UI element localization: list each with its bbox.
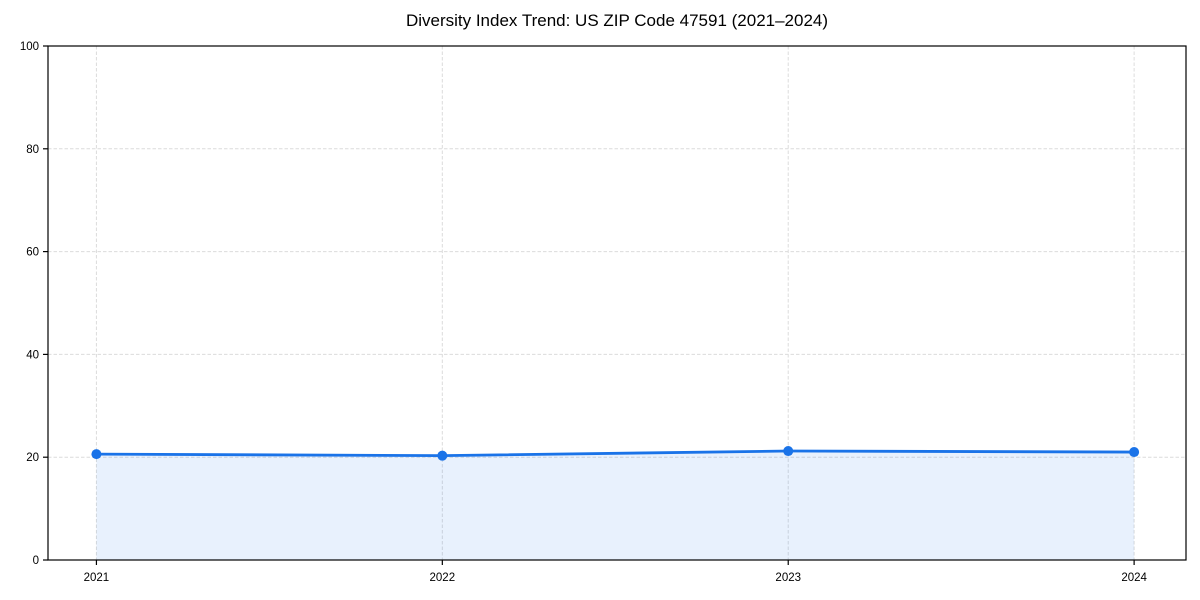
trend-line xyxy=(95,449,1136,458)
y-tick-label: 100 xyxy=(20,41,39,53)
plot-area: 0 20 40 60 80 100 2021 2022 2023 2024 xyxy=(20,41,1187,584)
data-point-marker xyxy=(1129,447,1140,458)
y-tick-label: 40 xyxy=(26,349,39,361)
data-point-marker xyxy=(437,450,448,461)
x-tick-label: 2021 xyxy=(84,572,110,584)
chart-title: Diversity Index Trend: US ZIP Code 47591… xyxy=(405,11,829,30)
x-tick-label: 2024 xyxy=(1121,572,1147,584)
data-point-marker xyxy=(783,446,794,457)
data-point-marker xyxy=(91,449,102,460)
plot-border xyxy=(47,45,1187,561)
x-tick-label: 2023 xyxy=(775,572,801,584)
area-fill xyxy=(96,451,1135,560)
y-tick-label: 20 xyxy=(26,452,39,464)
y-tick-label: 60 xyxy=(26,247,39,259)
x-tick-label: 2022 xyxy=(430,572,456,584)
y-tick-label: 80 xyxy=(26,144,39,156)
y-tick-label: 0 xyxy=(33,555,39,567)
